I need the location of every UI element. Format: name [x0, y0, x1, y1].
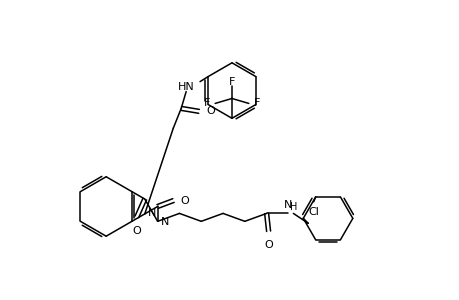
- Text: Cl: Cl: [308, 207, 319, 217]
- Text: N: N: [284, 200, 292, 210]
- Text: F: F: [228, 76, 235, 87]
- Text: H: H: [290, 202, 297, 212]
- Text: O: O: [263, 240, 272, 250]
- Text: O: O: [206, 106, 214, 116]
- Text: F: F: [203, 98, 210, 108]
- Text: N: N: [160, 217, 168, 227]
- Text: O: O: [132, 226, 141, 236]
- Text: N: N: [147, 208, 156, 218]
- Text: F: F: [253, 98, 260, 108]
- Text: O: O: [180, 196, 189, 206]
- Text: HN: HN: [177, 82, 194, 92]
